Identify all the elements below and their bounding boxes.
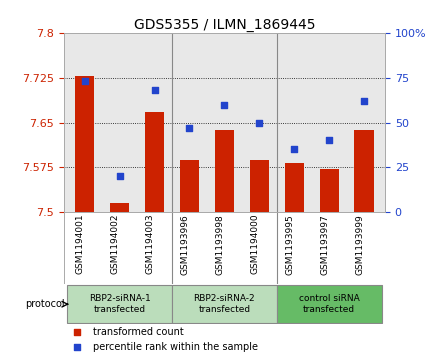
Point xyxy=(186,125,193,131)
Text: RBP2-siRNA-1
transfected: RBP2-siRNA-1 transfected xyxy=(89,294,150,314)
Point xyxy=(73,329,80,335)
Text: GSM1193995: GSM1193995 xyxy=(285,214,294,274)
Bar xyxy=(67,285,172,323)
Point xyxy=(256,119,263,125)
Text: GSM1193996: GSM1193996 xyxy=(180,214,190,274)
Bar xyxy=(172,285,277,323)
Text: transformed count: transformed count xyxy=(93,327,183,337)
Text: GSM1194003: GSM1194003 xyxy=(146,214,154,274)
Bar xyxy=(355,130,374,212)
Point xyxy=(73,344,80,350)
Point xyxy=(116,174,123,179)
Bar xyxy=(110,203,129,212)
Point xyxy=(221,102,228,107)
Bar xyxy=(319,169,339,212)
Text: protocol: protocol xyxy=(25,299,65,309)
Text: GSM1193998: GSM1193998 xyxy=(216,214,224,274)
Point xyxy=(81,78,88,84)
Text: control siRNA
transfected: control siRNA transfected xyxy=(299,294,359,314)
Point xyxy=(360,98,367,104)
Text: GSM1193999: GSM1193999 xyxy=(355,214,364,274)
Bar xyxy=(285,163,304,212)
Text: percentile rank within the sample: percentile rank within the sample xyxy=(93,342,258,351)
Bar xyxy=(145,112,164,212)
Bar xyxy=(215,130,234,212)
Point xyxy=(291,147,298,152)
Point xyxy=(326,138,333,143)
Bar xyxy=(180,160,199,212)
Title: GDS5355 / ILMN_1869445: GDS5355 / ILMN_1869445 xyxy=(134,18,315,32)
Text: GSM1194000: GSM1194000 xyxy=(250,214,259,274)
Bar xyxy=(277,285,381,323)
Bar xyxy=(250,160,269,212)
Point xyxy=(151,87,158,93)
Text: GSM1194002: GSM1194002 xyxy=(111,214,120,274)
Text: RBP2-siRNA-2
transfected: RBP2-siRNA-2 transfected xyxy=(194,294,255,314)
Text: GSM1193997: GSM1193997 xyxy=(320,214,329,274)
Bar xyxy=(75,76,94,212)
Text: GSM1194001: GSM1194001 xyxy=(76,214,85,274)
